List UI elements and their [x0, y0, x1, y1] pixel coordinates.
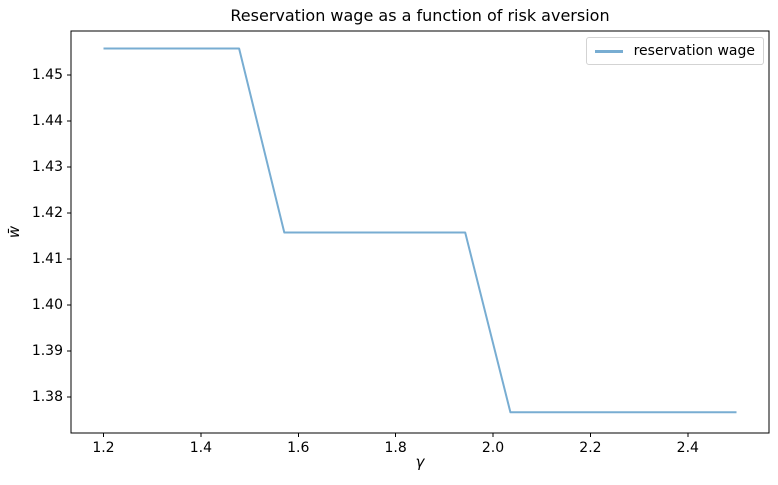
y-tick-label: 1.42 — [31, 204, 63, 221]
x-tick-label: 2.4 — [676, 440, 699, 456]
y-tick-label: 1.44 — [31, 112, 63, 129]
y-axis-label: w̄ — [5, 225, 23, 239]
y-tick-label: 1.40 — [31, 296, 63, 313]
legend: reservation wage — [585, 37, 764, 65]
y-tick-label: 1.39 — [31, 342, 63, 359]
x-tick-label: 1.8 — [384, 440, 407, 456]
x-tick-label: 1.6 — [287, 440, 310, 456]
x-tick-label: 1.4 — [189, 440, 212, 456]
y-tick-label: 1.45 — [31, 66, 63, 83]
legend-line-sample — [594, 49, 623, 53]
x-tick-label: 1.2 — [92, 440, 115, 456]
axes-frame — [70, 30, 770, 434]
x-tick-label: 2.0 — [481, 440, 505, 456]
x-axis-label: γ — [415, 453, 425, 471]
chart-title: Reservation wage as a function of risk a… — [230, 6, 610, 25]
x-tick-label: 2.2 — [579, 440, 602, 456]
y-tick-label: 1.38 — [31, 388, 63, 405]
y-tick-label: 1.41 — [31, 250, 63, 267]
series-line-reservation-wage — [103, 47, 737, 414]
y-tick-label: 1.43 — [31, 158, 63, 175]
legend-label: reservation wage — [633, 43, 755, 59]
